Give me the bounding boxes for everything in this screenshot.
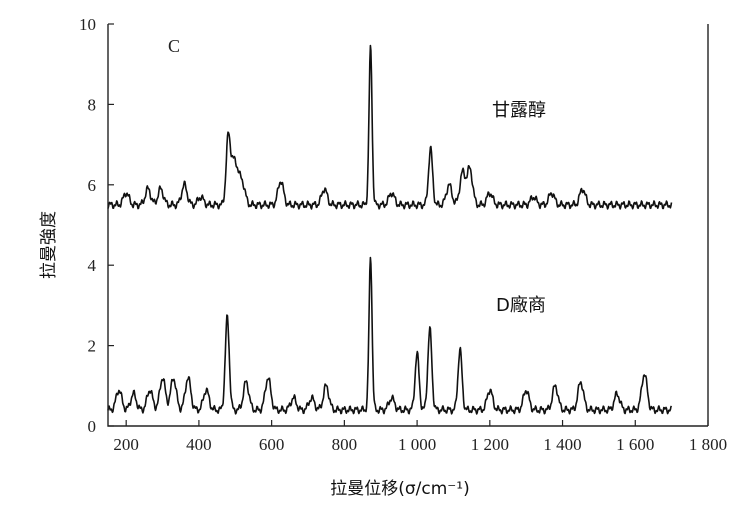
x-tick-label: 1 400	[543, 435, 581, 454]
spectrum-line-top	[107, 44, 673, 210]
y-axis-title: 拉曼強度	[39, 211, 59, 279]
spectrum-line-bottom	[107, 256, 673, 415]
x-axis-title: 拉曼位移(σ/cm⁻¹)	[330, 479, 469, 499]
panel-label: C	[168, 36, 180, 56]
series-name-top: 甘露醇	[492, 100, 546, 121]
y-tick-label: 6	[88, 176, 97, 195]
spectra-group	[107, 44, 673, 415]
x-tick-label: 1 200	[471, 435, 509, 454]
x-tick-label: 1 000	[398, 435, 436, 454]
x-tick-label: 600	[259, 435, 285, 454]
x-tick-label: 1 600	[616, 435, 654, 454]
x-tick-label: 400	[186, 435, 212, 454]
y-tick-label: 10	[79, 15, 96, 34]
y-tick-label: 8	[88, 95, 97, 114]
x-tick-label: 800	[332, 435, 358, 454]
series-name-bottom: D廠商	[496, 294, 546, 316]
y-tick-label: 2	[88, 337, 97, 356]
x-tick-label: 1 800	[689, 435, 727, 454]
y-tick-label: 0	[88, 417, 97, 436]
tick-group: 0 2 4 6 8 10 200 400 600 800 1 000 1 200 1 400 1 600 1…	[79, 15, 727, 454]
x-tick-label: 200	[113, 435, 139, 454]
y-tick-label: 4	[88, 256, 97, 275]
